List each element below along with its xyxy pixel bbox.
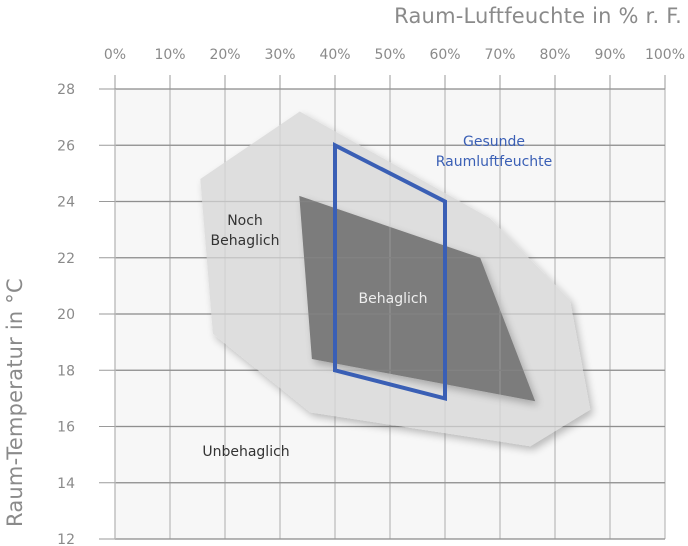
x-tick-label: 80% bbox=[539, 47, 570, 63]
x-tick-label: 100% bbox=[645, 47, 685, 63]
y-tick-label: 22 bbox=[57, 251, 75, 267]
y-tick-label: 28 bbox=[57, 82, 75, 98]
x-axis-ticks: 0% 10% 20% 30% 40% 50% 60% 70% 80% 90% 100% bbox=[104, 47, 685, 89]
region-behaglich bbox=[299, 195, 536, 402]
label-behaglich: Behaglich bbox=[359, 291, 428, 307]
label-gesunde: Gesunde bbox=[463, 134, 525, 150]
y-tick-label: 12 bbox=[57, 532, 75, 546]
x-tick-label: 90% bbox=[594, 47, 625, 63]
label-raumluftfeuchte: Raumluftfeuchte bbox=[436, 154, 553, 170]
x-axis-title: Raum-Luftfeuchte in % r. F. bbox=[394, 4, 682, 28]
y-tick-label: 18 bbox=[57, 363, 75, 379]
y-axis-ticks: 28 26 24 22 20 18 16 14 12 bbox=[57, 82, 115, 546]
x-tick-label: 30% bbox=[264, 47, 295, 63]
x-tick-label: 50% bbox=[374, 47, 405, 63]
y-tick-label: 26 bbox=[57, 138, 75, 154]
label-noch-behaglich: Behaglich bbox=[211, 233, 280, 249]
x-tick-label: 20% bbox=[209, 47, 240, 63]
y-tick-label: 24 bbox=[57, 195, 75, 211]
y-tick-label: 14 bbox=[57, 476, 75, 492]
label-unbehaglich: Unbehaglich bbox=[202, 444, 289, 460]
x-tick-label: 70% bbox=[484, 47, 515, 63]
x-tick-label: 40% bbox=[319, 47, 350, 63]
x-tick-label: 10% bbox=[154, 47, 185, 63]
y-tick-label: 16 bbox=[57, 420, 75, 436]
region-gesunde-raumluftfeuchte bbox=[333, 142, 447, 401]
x-tick-label: 60% bbox=[429, 47, 460, 63]
label-noch: Noch bbox=[227, 213, 263, 229]
y-tick-label: 20 bbox=[57, 307, 75, 323]
x-tick-label: 0% bbox=[104, 47, 126, 63]
